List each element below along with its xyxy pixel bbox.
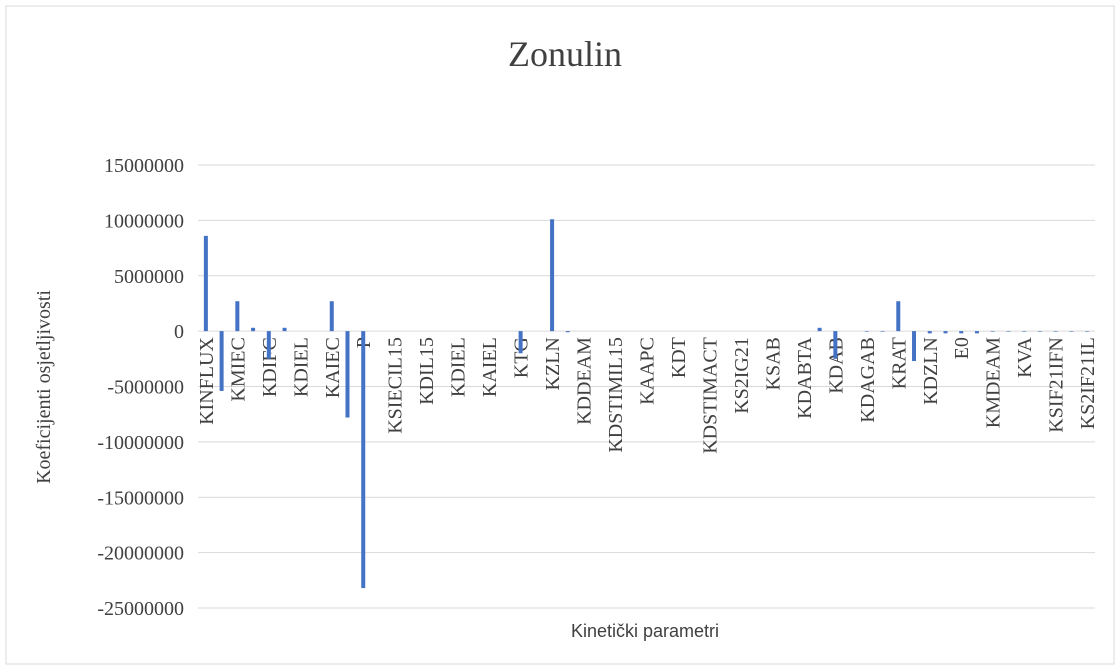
bar: [959, 331, 964, 334]
bar: [251, 327, 256, 332]
bar: [833, 331, 838, 359]
x-tick-label: KSAB: [762, 337, 784, 390]
bar: [235, 301, 240, 332]
x-tick-label: KDIEL: [448, 337, 470, 397]
x-tick-label: KTG: [511, 337, 533, 378]
y-tick-label: -5000000: [107, 377, 184, 399]
x-tick-label: KDIL15: [416, 337, 438, 405]
y-axis-label: Koeficijenti osjetljivosti: [33, 290, 55, 484]
y-tick-label: 5000000: [114, 266, 184, 288]
x-tick-label: KDSTIMACT: [699, 337, 721, 454]
x-tick-label: E0: [951, 337, 973, 359]
x-tick-label: KRAT: [888, 337, 910, 389]
x-axis-label: Kinetički parametri: [571, 621, 719, 641]
bar: [1006, 331, 1011, 332]
x-tick-label: KDABTA: [794, 337, 816, 419]
bar: [943, 331, 948, 334]
bar: [1053, 331, 1058, 332]
bar: [329, 301, 334, 332]
y-tick-label: 15000000: [104, 155, 184, 177]
bar: [927, 331, 932, 334]
y-tick-label: -25000000: [97, 598, 184, 620]
x-tick-label: KS2IF21IL: [1077, 337, 1099, 429]
x-tick-label: KZLN: [542, 337, 564, 390]
bar: [282, 327, 287, 332]
x-tick-label: KDSTIMIL15: [605, 337, 627, 453]
x-tick-label: KMIEC: [227, 337, 249, 401]
x-tick-label: KSIECIL15: [385, 337, 407, 434]
bar: [550, 219, 555, 332]
bar: [974, 331, 979, 334]
bar: [219, 331, 224, 391]
bar: [896, 301, 901, 332]
bar: [1037, 331, 1042, 332]
bar: [518, 331, 523, 354]
y-tick-label: 10000000: [104, 210, 184, 232]
bar: [203, 235, 208, 332]
bar: [565, 331, 570, 333]
x-tick-label: KINFLUX: [196, 337, 218, 425]
x-tick-label: KAIEC: [322, 337, 344, 398]
chart-title: Zonulin: [508, 34, 622, 74]
y-tick-label: -10000000: [97, 432, 184, 454]
bar: [1085, 331, 1090, 332]
bar: [1022, 331, 1027, 332]
x-tick-label: KSIF21IFN: [1046, 337, 1068, 433]
x-tick-label: KDAB: [825, 337, 847, 394]
x-tick-label: KVA: [1014, 337, 1036, 378]
x-tick-label: KS2IG21: [731, 337, 753, 414]
bar: [990, 331, 995, 332]
bar: [817, 327, 822, 332]
y-tick-label: -15000000: [97, 487, 184, 509]
x-tick-label: KDZLN: [920, 337, 942, 405]
bar: [864, 331, 869, 332]
bar: [361, 331, 366, 589]
x-tick-label: KDDEAM: [574, 337, 596, 425]
x-tick-label: KMDEAM: [983, 337, 1005, 428]
bar: [912, 331, 917, 362]
y-tick-label: -20000000: [97, 543, 184, 565]
y-tick-label: 0: [174, 321, 184, 343]
x-tick-label: KDAGAB: [857, 337, 879, 423]
x-tick-label: KDIFC: [259, 337, 281, 397]
x-tick-label: KDT: [668, 337, 690, 378]
x-tick-label: KAIEL: [479, 337, 501, 397]
x-tick-label: KAAPC: [637, 337, 659, 405]
bar: [880, 331, 885, 332]
bar: [1069, 331, 1074, 332]
bar: [266, 331, 271, 359]
chart-border: [5, 5, 1115, 665]
x-tick-label: KDIEL: [290, 337, 312, 397]
bar: [345, 331, 350, 418]
